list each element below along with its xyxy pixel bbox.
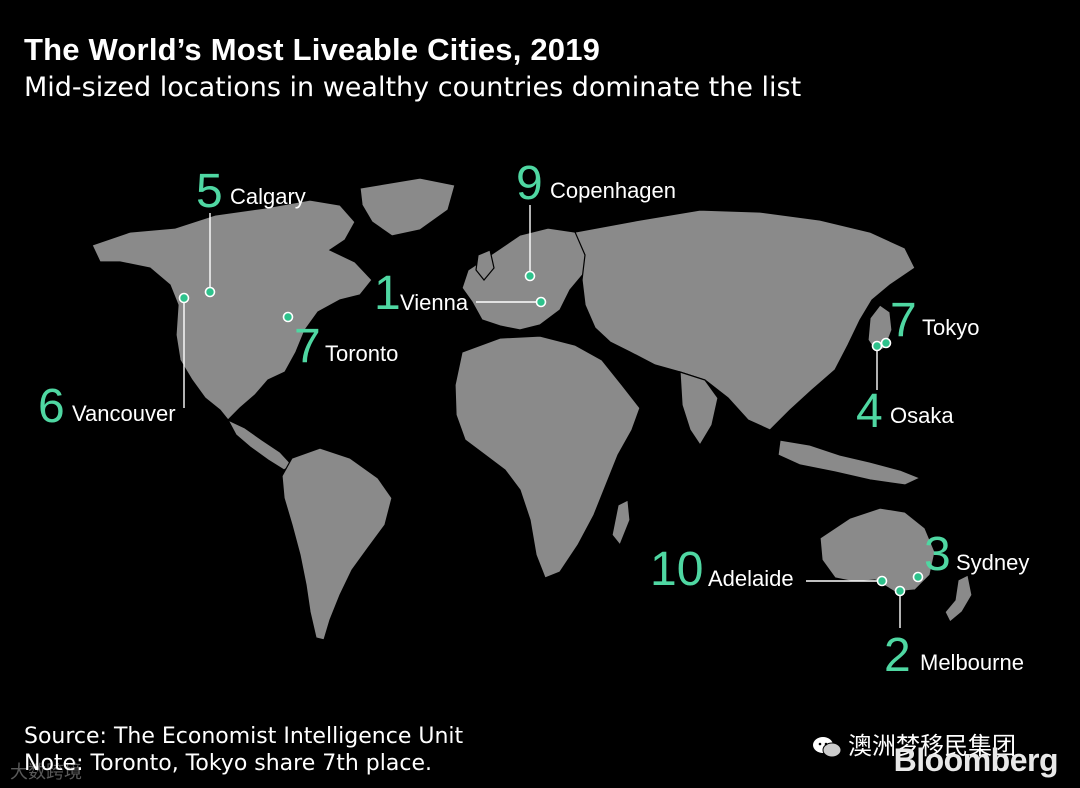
city-marker-vancouver: [178, 292, 190, 304]
rank-vancouver: 6: [38, 380, 65, 433]
landmass-australia: [819, 507, 936, 593]
landmass-india: [679, 371, 719, 447]
bloomberg-logo: Bloomberg: [893, 742, 1059, 778]
rank-toronto: 7: [294, 320, 321, 373]
watermark: 大数跨境: [10, 762, 82, 783]
rank-calgary: 5: [196, 165, 223, 218]
rank-tokyo: 7: [890, 294, 917, 347]
city-marker-vienna: [535, 296, 547, 308]
landmass-asia: [574, 209, 916, 431]
label-toronto: Toronto: [325, 341, 399, 366]
label-melbourne: Melbourne: [920, 650, 1024, 675]
label-osaka: Osaka: [890, 403, 954, 428]
note-line: Note: Toronto, Tokyo share 7th place.: [24, 751, 432, 776]
landmass-uk: [475, 249, 495, 281]
label-copenhagen: Copenhagen: [550, 178, 677, 203]
wechat-account-name: 澳洲梦移民集团: [848, 732, 1016, 760]
city-marker-sydney: [912, 571, 924, 583]
landmass-africa: [454, 335, 641, 579]
rank-sydney: 3: [924, 528, 951, 581]
label-sydney: Sydney: [956, 550, 1030, 575]
landmass-greenland: [359, 177, 456, 237]
landmass-southeast-asia: [777, 439, 922, 486]
city-marker-toronto: [282, 311, 294, 323]
city-marker-copenhagen: [524, 270, 536, 282]
label-vancouver: Vancouver: [72, 401, 176, 426]
landmass-south-america: [281, 447, 393, 641]
label-vienna: Vienna: [400, 290, 469, 315]
rank-adelaide: 10: [650, 543, 704, 596]
city-marker-calgary: [204, 286, 216, 298]
rank-osaka: 4: [856, 385, 883, 438]
wechat-icon: [813, 737, 842, 758]
label-adelaide: Adelaide: [708, 566, 794, 591]
landmass-north-america: [91, 199, 373, 421]
city-marker-melbourne: [894, 585, 906, 597]
city-marker-adelaide: [876, 575, 888, 587]
rank-copenhagen: 9: [516, 157, 543, 210]
label-tokyo: Tokyo: [922, 315, 980, 340]
wechat-account-label: 澳洲梦移民集团: [812, 726, 1016, 761]
city-marker-osaka: [871, 340, 883, 352]
label-calgary: Calgary: [230, 184, 306, 209]
source-line: Source: The Economist Intelligence Unit: [24, 724, 464, 749]
page-title: The World’s Most Liveable Cities, 2019: [24, 32, 601, 67]
rank-melbourne: 2: [884, 629, 911, 682]
landmass-central-america: [226, 418, 293, 471]
city-marker-tokyo: [880, 337, 892, 349]
page-subtitle: Mid-sized locations in wealthy countries…: [24, 72, 802, 103]
rank-vienna: 1: [374, 267, 401, 320]
landmass-madagascar: [611, 499, 631, 547]
landmass-new-zealand: [944, 574, 973, 623]
